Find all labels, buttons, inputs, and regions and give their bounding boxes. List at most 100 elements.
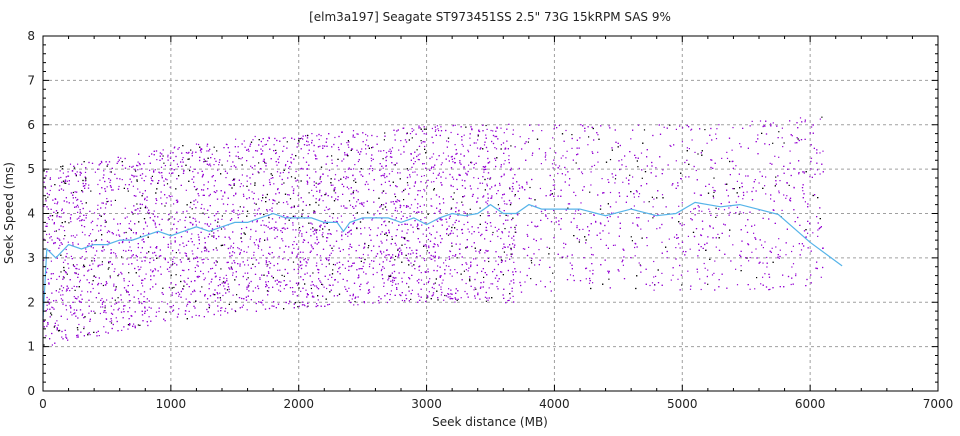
- scatter-point: [292, 294, 293, 295]
- scatter-point: [500, 238, 501, 239]
- scatter-point: [64, 182, 65, 183]
- scatter-point: [170, 237, 171, 238]
- scatter-point: [398, 248, 399, 249]
- scatter-point: [83, 183, 84, 184]
- scatter-point: [690, 289, 691, 290]
- scatter-point: [143, 241, 144, 242]
- scatter-point: [681, 225, 682, 226]
- scatter-point: [795, 273, 796, 274]
- scatter-point: [223, 285, 224, 286]
- scatter-point: [163, 181, 164, 182]
- scatter-point: [273, 183, 274, 184]
- scatter-point: [60, 271, 61, 272]
- scatter-point: [681, 178, 682, 179]
- scatter-point: [366, 153, 367, 154]
- scatter-point: [446, 265, 447, 266]
- scatter-point: [385, 182, 386, 183]
- scatter-point: [441, 294, 442, 295]
- scatter-point: [384, 139, 385, 140]
- scatter-point: [507, 300, 508, 301]
- scatter-point: [713, 196, 714, 197]
- scatter-point: [316, 286, 317, 287]
- scatter-point: [46, 234, 47, 235]
- scatter-point: [370, 229, 371, 230]
- scatter-point: [382, 231, 383, 232]
- scatter-point: [50, 179, 51, 180]
- scatter-point: [435, 131, 436, 132]
- scatter-point: [326, 288, 327, 289]
- scatter-point: [502, 232, 503, 233]
- scatter-point: [54, 203, 55, 204]
- scatter-point: [159, 308, 160, 309]
- scatter-point: [140, 252, 141, 253]
- scatter-point: [203, 189, 204, 190]
- scatter-point: [162, 292, 163, 293]
- scatter-point: [202, 259, 203, 260]
- scatter-point: [193, 218, 194, 219]
- scatter-point: [273, 256, 274, 257]
- scatter-point: [401, 262, 402, 263]
- scatter-point: [647, 149, 648, 150]
- scatter-point: [371, 147, 372, 148]
- scatter-point: [424, 175, 425, 176]
- scatter-point: [52, 239, 53, 240]
- scatter-point: [488, 261, 489, 262]
- scatter-point: [316, 183, 317, 184]
- scatter-point: [637, 246, 638, 247]
- scatter-point: [206, 150, 207, 151]
- scatter-point: [339, 267, 340, 268]
- scatter-point: [221, 219, 222, 220]
- scatter-point: [565, 174, 566, 175]
- scatter-point: [506, 129, 507, 130]
- scatter-point: [779, 258, 780, 259]
- scatter-point: [64, 230, 65, 231]
- scatter-point: [105, 220, 106, 221]
- scatter-point: [326, 207, 327, 208]
- scatter-point: [258, 301, 259, 302]
- scatter-point: [77, 171, 78, 172]
- scatter-point: [272, 203, 273, 204]
- scatter-point: [602, 284, 603, 285]
- scatter-point: [231, 309, 232, 310]
- scatter-point: [541, 163, 542, 164]
- scatter-point: [47, 305, 48, 306]
- scatter-point: [262, 300, 263, 301]
- scatter-point: [464, 271, 465, 272]
- scatter-point: [389, 232, 390, 233]
- scatter-point: [567, 151, 568, 152]
- scatter-point: [98, 283, 99, 284]
- scatter-point: [194, 169, 195, 170]
- scatter-point: [265, 309, 266, 310]
- scatter-point: [618, 271, 619, 272]
- scatter-point: [58, 325, 59, 326]
- scatter-point: [512, 218, 513, 219]
- scatter-point: [596, 132, 597, 133]
- scatter-point: [423, 234, 424, 235]
- scatter-point: [680, 289, 681, 290]
- scatter-point: [503, 163, 504, 164]
- scatter-point: [135, 326, 136, 327]
- scatter-point: [52, 219, 53, 220]
- scatter-point: [732, 188, 733, 189]
- scatter-point: [615, 245, 616, 246]
- scatter-point: [67, 274, 68, 275]
- scatter-point: [762, 263, 763, 264]
- scatter-point: [59, 229, 60, 230]
- scatter-point: [235, 310, 236, 311]
- scatter-point: [143, 233, 144, 234]
- scatter-point: [333, 213, 334, 214]
- scatter-point: [105, 284, 106, 285]
- scatter-point: [252, 139, 253, 140]
- scatter-point: [428, 246, 429, 247]
- scatter-point: [271, 208, 272, 209]
- scatter-point: [136, 233, 137, 234]
- scatter-point: [156, 159, 157, 160]
- scatter-point: [69, 290, 70, 291]
- scatter-point: [266, 264, 267, 265]
- scatter-point: [247, 309, 248, 310]
- scatter-point: [417, 149, 418, 150]
- scatter-point: [699, 278, 700, 279]
- scatter-point: [190, 166, 191, 167]
- scatter-point: [488, 258, 489, 259]
- scatter-point: [65, 260, 66, 261]
